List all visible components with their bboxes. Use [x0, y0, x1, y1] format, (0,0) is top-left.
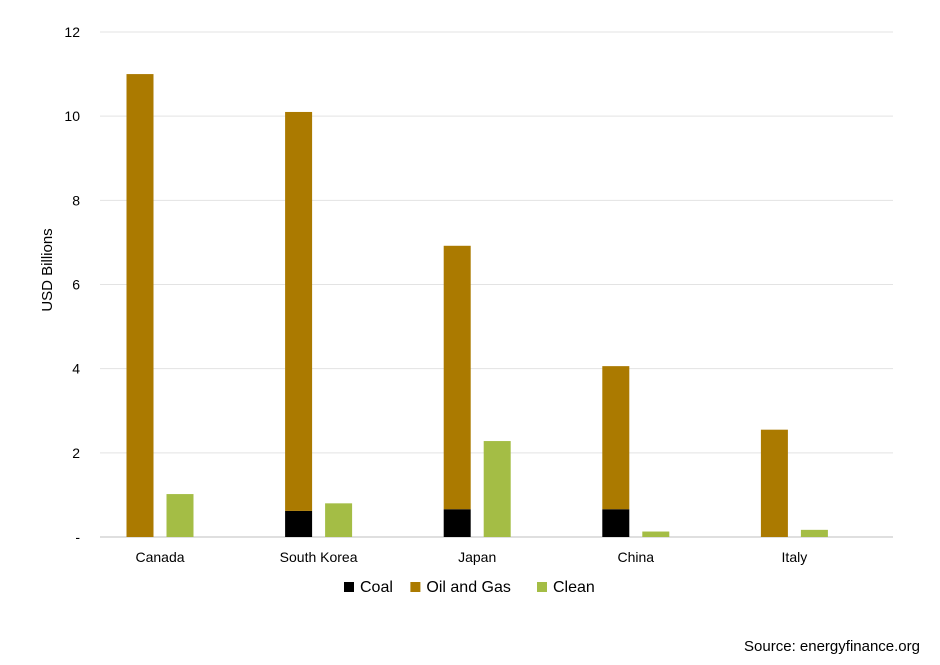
y-tick-label: 6: [72, 277, 80, 293]
category-labels: Canada South Korea Japan China Italy: [135, 549, 807, 565]
legend-swatch: [344, 582, 354, 592]
bar-clean-japan: [483, 441, 511, 537]
legend-swatch: [410, 582, 421, 592]
y-tick-label: 10: [64, 108, 80, 124]
bar-clean-italy: [800, 529, 828, 537]
y-axis-label: USD Billions: [39, 228, 56, 311]
bar-coal-china: [602, 509, 630, 537]
bar-oil-and-gas-china: [602, 366, 630, 510]
legend-swatch: [537, 582, 547, 592]
category-label: South Korea: [280, 549, 358, 565]
bar-oil-and-gas-canada: [126, 74, 154, 537]
legend: Coal Oil and Gas Clean: [344, 579, 595, 596]
bar-oil-and-gas-italy: [760, 429, 788, 537]
bar-clean-china: [642, 531, 670, 537]
gridlines: [100, 31, 893, 538]
bar-coal-south-korea: [285, 510, 313, 537]
y-tick-label: 4: [72, 361, 80, 377]
y-axis-ticks: - 2 4 6 8 10 12: [64, 24, 80, 545]
bar-oil-and-gas-south-korea: [285, 111, 313, 511]
legend-label: Clean: [553, 579, 595, 596]
bars: [126, 74, 828, 537]
y-tick-label: 2: [72, 445, 80, 461]
category-label: Japan: [458, 549, 496, 565]
y-tick-label: 8: [72, 192, 80, 208]
legend-label: Oil and Gas: [426, 579, 510, 596]
bar-clean-canada: [166, 494, 194, 537]
bar-coal-japan: [443, 509, 471, 537]
bar-clean-south-korea: [325, 503, 353, 537]
category-label: Italy: [782, 549, 808, 565]
category-label: China: [618, 549, 655, 565]
y-tick-label: -: [75, 529, 80, 545]
source-note: Source: energyfinance.org: [744, 638, 920, 655]
bar-oil-and-gas-japan: [443, 245, 471, 510]
category-label: Canada: [135, 549, 184, 565]
y-tick-label: 12: [64, 24, 80, 40]
legend-label: Coal: [360, 579, 393, 596]
